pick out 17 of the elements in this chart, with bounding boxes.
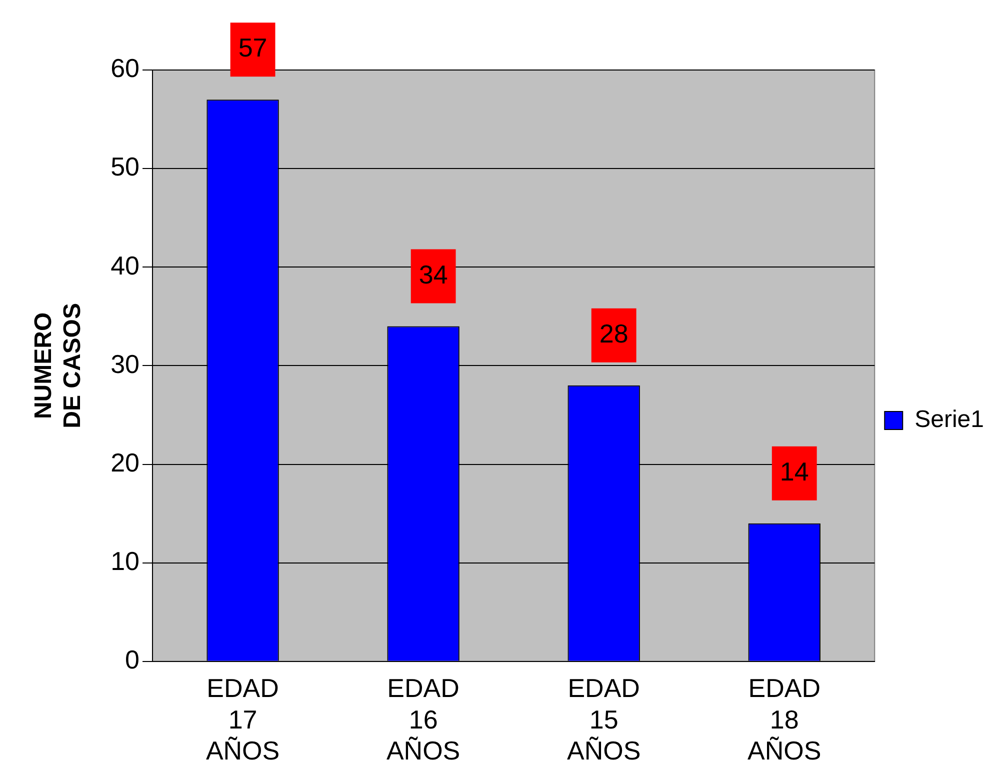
y-tick-label: 60 [110,53,140,84]
y-tick-label: 50 [110,152,140,182]
y-axis-title: NUMERO DE CASOS [30,303,86,428]
y-tick-label: 0 [125,644,140,675]
legend-label: Serie1 [914,406,984,434]
x-tick-label: EDAD 16 AÑOS [386,673,460,766]
x-tick-label: EDAD 15 AÑOS [566,673,641,766]
data-label: 34 [418,259,448,290]
y-tick-label: 10 [110,546,140,576]
x-tick-label: EDAD 17 AÑOS [206,673,280,766]
data-label: 14 [780,456,809,487]
y-tick-label: 40 [110,250,140,280]
y-tick-label: 30 [110,348,140,379]
data-label: 57 [238,32,268,63]
y-tick-label: 20 [110,447,140,478]
x-tick-label: EDAD 18 AÑOS [748,673,822,766]
data-label: 28 [599,318,628,349]
